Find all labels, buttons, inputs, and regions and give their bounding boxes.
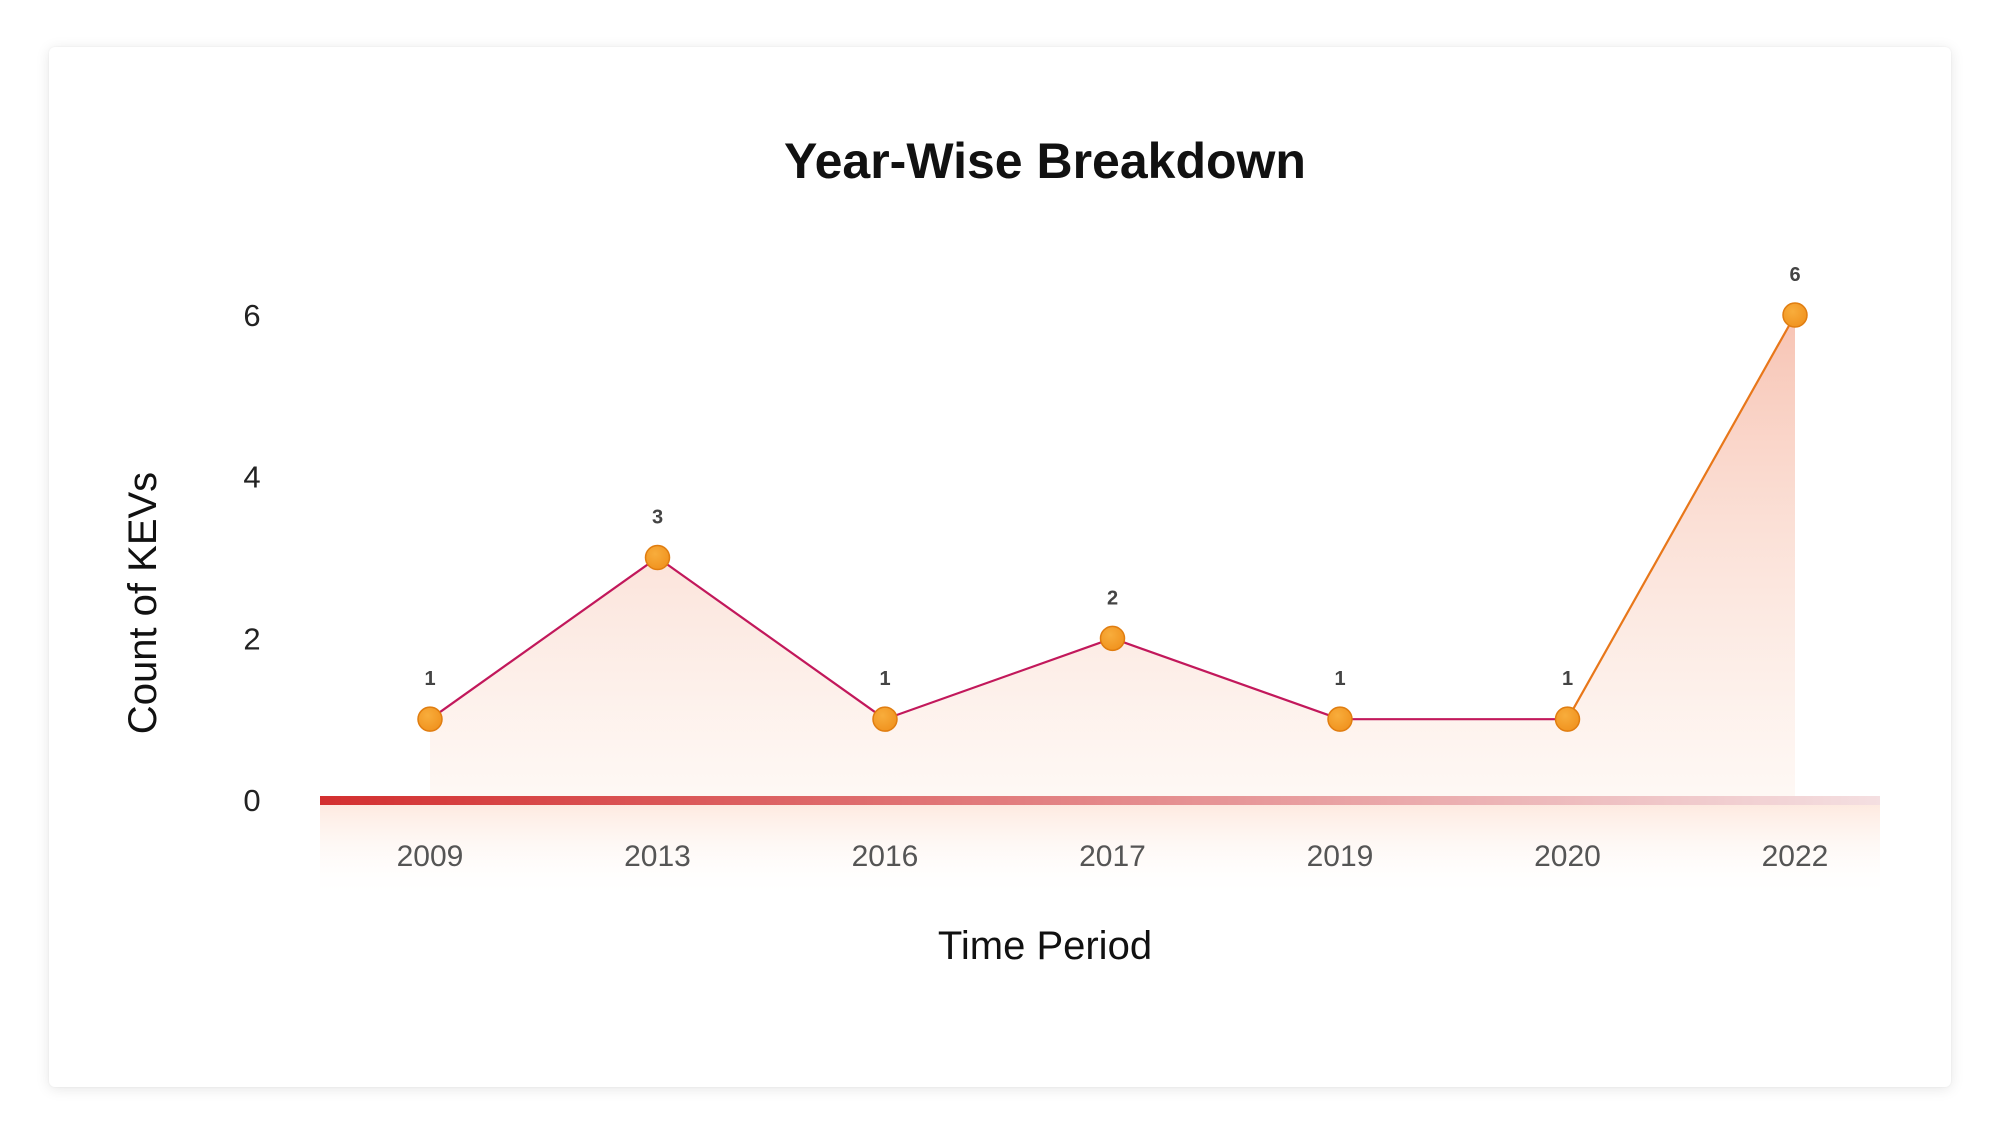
y-tick-label: 6 xyxy=(243,298,260,333)
data-point-2013[interactable] xyxy=(644,544,671,571)
x-tick-label: 2009 xyxy=(397,840,464,873)
series-line xyxy=(428,313,1797,721)
chart-title: Year-Wise Breakdown xyxy=(784,133,1306,189)
x-tick-label: 2019 xyxy=(1307,840,1374,873)
x-tick-label: 2013 xyxy=(624,840,691,873)
data-markers xyxy=(417,302,1808,732)
y-tick-label: 0 xyxy=(243,783,260,818)
data-labels: 1 3 1 2 1 1 6 xyxy=(424,264,1800,690)
x-tick-label: 2016 xyxy=(852,840,919,873)
data-point-2022[interactable] xyxy=(1782,302,1808,328)
data-label-2017: 2 xyxy=(1107,587,1118,609)
data-point-2009[interactable] xyxy=(417,706,443,732)
x-axis-baseline xyxy=(320,796,1880,805)
chart-card xyxy=(49,47,1951,1087)
data-point-2016[interactable] xyxy=(872,706,898,732)
series-line-segment xyxy=(656,556,887,721)
y-axis-ticks: 0 2 4 6 xyxy=(243,298,260,818)
data-label-2019: 1 xyxy=(1334,668,1345,690)
data-point-2020[interactable] xyxy=(1554,706,1581,732)
x-axis-ticks: 2009 2013 2016 2017 2019 2020 2022 xyxy=(397,840,1829,873)
x-tick-label: 2022 xyxy=(1762,840,1829,873)
below-axis-band xyxy=(320,804,1880,899)
data-point-2019[interactable] xyxy=(1327,706,1353,732)
series-line-segment xyxy=(883,637,1114,721)
x-tick-label: 2017 xyxy=(1079,840,1146,873)
data-label-2013: 3 xyxy=(652,507,663,529)
series-line-segment xyxy=(1566,313,1797,721)
data-point-2017[interactable] xyxy=(1099,625,1126,652)
data-label-2020: 1 xyxy=(1562,668,1573,690)
series-line-segment xyxy=(1111,637,1342,721)
data-label-2009: 1 xyxy=(424,668,435,690)
y-tick-label: 4 xyxy=(243,460,260,495)
y-axis-title: Count of KEVs xyxy=(121,472,165,734)
x-tick-label: 2020 xyxy=(1534,840,1601,873)
area-fill xyxy=(430,315,1795,800)
y-tick-label: 2 xyxy=(243,621,260,656)
data-label-2022: 6 xyxy=(1789,264,1800,286)
x-axis-title: Time Period xyxy=(938,924,1152,968)
series-line-segment xyxy=(428,556,659,721)
data-label-2016: 1 xyxy=(879,668,890,690)
